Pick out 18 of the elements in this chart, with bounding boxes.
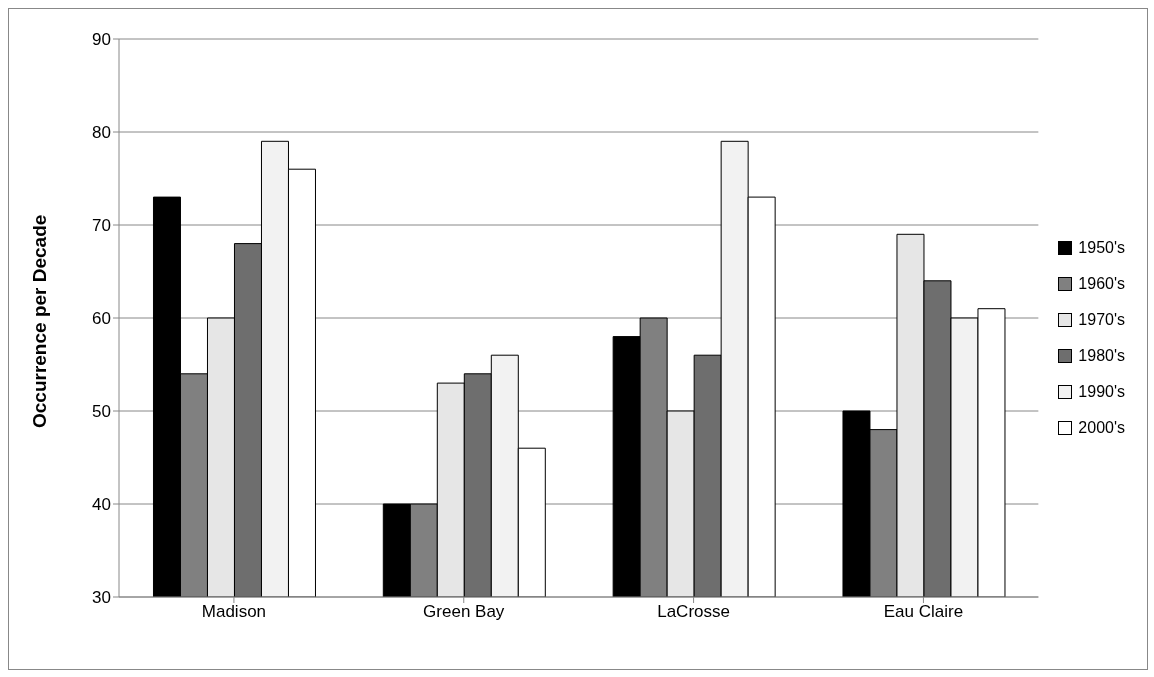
legend-label: 1980's	[1078, 347, 1125, 365]
y-tick-label: 60	[92, 309, 111, 329]
legend-label: 1990's	[1078, 383, 1125, 401]
y-tick-label: 50	[92, 402, 111, 422]
y-tick-label: 70	[92, 216, 111, 236]
y-tick-label: 40	[92, 495, 111, 515]
x-tick-label: Green Bay	[423, 602, 505, 622]
y-axis-title: Occurrence per Decade	[28, 214, 50, 428]
legend-label: 1970's	[1078, 311, 1125, 329]
legend-label: 1950's	[1078, 239, 1125, 257]
y-tick-label: 90	[92, 30, 111, 50]
y-tick-label: 80	[92, 123, 111, 143]
x-tick-label: Madison	[201, 602, 267, 622]
y-tick-label: 30	[92, 588, 111, 608]
legend-label: 1960's	[1078, 275, 1125, 293]
x-tick-label: Eau Claire	[883, 602, 964, 622]
legend-label: 2000's	[1078, 419, 1125, 437]
x-tick-label: LaCrosse	[657, 602, 730, 622]
